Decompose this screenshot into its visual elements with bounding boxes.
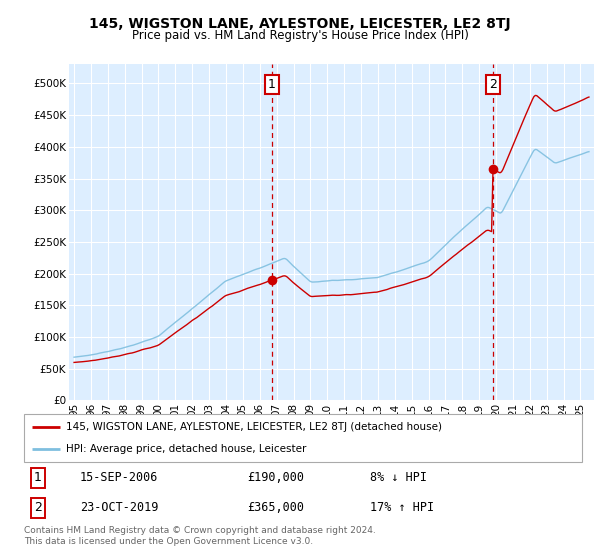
- Text: £190,000: £190,000: [247, 471, 304, 484]
- Text: 2: 2: [34, 501, 42, 514]
- Text: 1: 1: [268, 78, 275, 91]
- Text: Price paid vs. HM Land Registry's House Price Index (HPI): Price paid vs. HM Land Registry's House …: [131, 29, 469, 42]
- Text: 8% ↓ HPI: 8% ↓ HPI: [370, 471, 427, 484]
- Text: 145, WIGSTON LANE, AYLESTONE, LEICESTER, LE2 8TJ (detached house): 145, WIGSTON LANE, AYLESTONE, LEICESTER,…: [66, 422, 442, 432]
- Text: 15-SEP-2006: 15-SEP-2006: [80, 471, 158, 484]
- Text: HPI: Average price, detached house, Leicester: HPI: Average price, detached house, Leic…: [66, 444, 306, 454]
- Text: 145, WIGSTON LANE, AYLESTONE, LEICESTER, LE2 8TJ: 145, WIGSTON LANE, AYLESTONE, LEICESTER,…: [89, 17, 511, 31]
- Text: 2: 2: [489, 78, 497, 91]
- Text: 1: 1: [34, 471, 42, 484]
- Text: £365,000: £365,000: [247, 501, 304, 514]
- Text: 17% ↑ HPI: 17% ↑ HPI: [370, 501, 434, 514]
- Text: 23-OCT-2019: 23-OCT-2019: [80, 501, 158, 514]
- FancyBboxPatch shape: [24, 414, 582, 462]
- Text: Contains HM Land Registry data © Crown copyright and database right 2024.
This d: Contains HM Land Registry data © Crown c…: [24, 526, 376, 546]
